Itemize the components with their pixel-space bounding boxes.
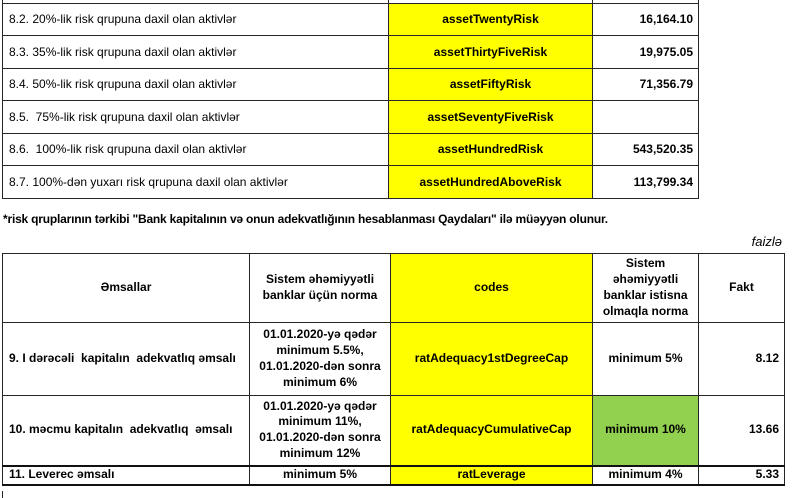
systemic-norm-cell: 01.01.2020-yə qədər minimum 5.5%, 01.01.… — [249, 322, 391, 396]
asset-code-cell: assetSeventyFiveRisk — [388, 100, 593, 134]
fact-value-cell: 13.66 — [698, 395, 785, 466]
asset-value-cell: 19,975.05 — [592, 35, 699, 69]
table-row: 8.2. 20%-lik risk qrupuna daxil olan akt… — [2, 2, 699, 36]
grid-border-stub — [2, 491, 3, 498]
assets-risk-table: 8.2. 20%-lik risk qrupuna daxil olan akt… — [2, 0, 699, 199]
ratio-code-cell: ratAdequacyCumulativeCap — [390, 395, 593, 466]
asset-value-cell: 71,356.79 — [592, 67, 699, 101]
asset-code-cell: assetHundredAboveRisk — [388, 165, 593, 199]
asset-code-cell: assetHundredRisk — [388, 132, 593, 166]
fact-value-cell: 5.33 — [698, 464, 785, 486]
asset-value-cell: 543,520.35 — [592, 132, 699, 166]
header-codes: codes — [390, 253, 593, 323]
systemic-norm-cell: 01.01.2020-yə qədər minimum 11%, 01.01.2… — [249, 395, 391, 466]
ratio-code-cell: ratLeverage — [390, 464, 593, 486]
table-row: 8.7. 100%-dən yuxarı risk qrupuna daxil … — [2, 165, 699, 199]
table-row: 8.5. 75%-lik risk qrupuna daxil olan akt… — [2, 100, 699, 134]
asset-label: 8.7. 100%-dən yuxarı risk qrupuna daxil … — [2, 165, 389, 199]
table-row: 9. I dərəcəli kapitalın adekvatlıq əmsal… — [2, 322, 785, 396]
table-header-row: Əmsallar Sistem əhəmiyyətli banklar üçün… — [2, 253, 785, 323]
unit-label: faizlə — [751, 234, 782, 249]
risk-groups-footnote: *risk qruplarının tərkibi "Bank kapitalı… — [3, 212, 608, 226]
table-row: 8.6. 100%-lik risk qrupuna daxil olan ak… — [2, 132, 699, 166]
systemic-norm-cell: minimum 5% — [249, 464, 391, 486]
asset-code-cell: assetFiftyRisk — [388, 67, 593, 101]
partial-cell — [592, 0, 699, 4]
ratio-label: 11. Leverec əmsalı — [2, 464, 250, 486]
non-systemic-norm-cell: minimum 5% — [592, 322, 699, 396]
asset-value-cell: 113,799.34 — [592, 165, 699, 199]
asset-code-cell: assetThirtyFiveRisk — [388, 35, 593, 69]
asset-label: 8.5. 75%-lik risk qrupuna daxil olan akt… — [2, 100, 389, 134]
ratio-label: 9. I dərəcəli kapitalın adekvatlıq əmsal… — [2, 322, 250, 396]
asset-label: 8.3. 35%-lik risk qrupuna daxil olan akt… — [2, 35, 389, 69]
non-systemic-norm-cell-highlighted: minimum 10% — [592, 395, 699, 466]
header-fact: Fakt — [698, 253, 785, 323]
ratios-table: Əmsallar Sistem əhəmiyyətli banklar üçün… — [2, 253, 785, 486]
header-coefficients: Əmsallar — [2, 253, 250, 323]
table-row: 10. məcmu kapitalın adekvatlıq əmsalı 01… — [2, 395, 785, 466]
fact-value-cell: 8.12 — [698, 322, 785, 396]
non-systemic-norm-cell: minimum 4% — [592, 464, 699, 486]
asset-value-cell: 16,164.10 — [592, 2, 699, 36]
table-row: 8.3. 35%-lik risk qrupuna daxil olan akt… — [2, 35, 699, 69]
table-row: 8.4. 50%-lik risk qrupuna daxil olan akt… — [2, 67, 699, 101]
header-non-systemic-norm: Sistem əhəmiyyətli banklar istisna olmaq… — [592, 253, 699, 323]
ratio-code-cell: ratAdequacy1stDegreeCap — [390, 322, 593, 396]
table-row: 11. Leverec əmsalı minimum 5% ratLeverag… — [2, 464, 785, 486]
table-row-partial — [2, 0, 699, 4]
asset-value-cell — [592, 100, 699, 134]
ratio-label: 10. məcmu kapitalın adekvatlıq əmsalı — [2, 395, 250, 466]
header-systemic-norm: Sistem əhəmiyyətli banklar üçün norma — [249, 253, 391, 323]
asset-label: 8.2. 20%-lik risk qrupuna daxil olan akt… — [2, 2, 389, 36]
asset-label: 8.6. 100%-lik risk qrupuna daxil olan ak… — [2, 132, 389, 166]
asset-label: 8.4. 50%-lik risk qrupuna daxil olan akt… — [2, 67, 389, 101]
asset-code-cell: assetTwentyRisk — [388, 2, 593, 36]
